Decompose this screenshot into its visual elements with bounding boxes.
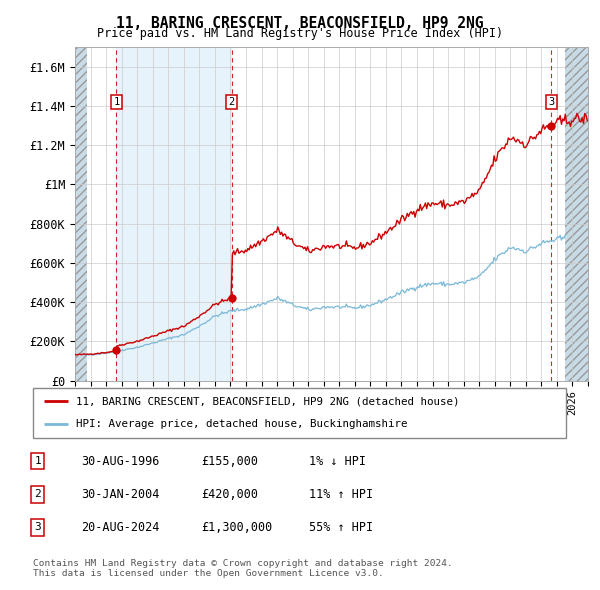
- Bar: [116, 47, 232, 381]
- Text: 11, BARING CRESCENT, BEACONSFIELD, HP9 2NG (detached house): 11, BARING CRESCENT, BEACONSFIELD, HP9 2…: [76, 396, 459, 406]
- Text: 2: 2: [229, 97, 235, 107]
- Text: Price paid vs. HM Land Registry's House Price Index (HPI): Price paid vs. HM Land Registry's House …: [97, 27, 503, 40]
- Text: 11, BARING CRESCENT, BEACONSFIELD, HP9 2NG: 11, BARING CRESCENT, BEACONSFIELD, HP9 2…: [116, 16, 484, 31]
- Bar: [565, 47, 588, 381]
- Text: £155,000: £155,000: [201, 455, 258, 468]
- Text: 11% ↑ HPI: 11% ↑ HPI: [309, 488, 373, 501]
- Text: 20-AUG-2024: 20-AUG-2024: [81, 521, 160, 534]
- Text: 2: 2: [34, 490, 41, 499]
- Text: 3: 3: [548, 97, 554, 107]
- Text: 1: 1: [34, 457, 41, 466]
- Text: 3: 3: [34, 523, 41, 532]
- Text: HPI: Average price, detached house, Buckinghamshire: HPI: Average price, detached house, Buck…: [76, 419, 407, 430]
- Bar: [565, 47, 588, 381]
- FancyBboxPatch shape: [33, 388, 566, 438]
- Text: £420,000: £420,000: [201, 488, 258, 501]
- Text: Contains HM Land Registry data © Crown copyright and database right 2024.
This d: Contains HM Land Registry data © Crown c…: [33, 559, 453, 578]
- Bar: [75, 47, 86, 381]
- Text: 30-JAN-2004: 30-JAN-2004: [81, 488, 160, 501]
- Text: £1,300,000: £1,300,000: [201, 521, 272, 534]
- Text: 30-AUG-1996: 30-AUG-1996: [81, 455, 160, 468]
- Bar: [75, 47, 86, 381]
- Text: 1% ↓ HPI: 1% ↓ HPI: [309, 455, 366, 468]
- Text: 55% ↑ HPI: 55% ↑ HPI: [309, 521, 373, 534]
- Text: 1: 1: [113, 97, 119, 107]
